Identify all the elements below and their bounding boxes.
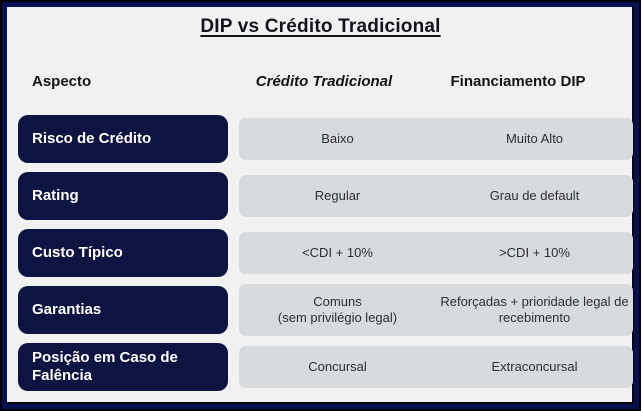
table-row: Posição em Caso de Falência Concursal Ex… (18, 343, 634, 391)
page-title-text: DIP vs Crédito Tradicional (200, 16, 441, 37)
traditional-cell: Regular (314, 187, 361, 203)
value-band: <CDI + 10% >CDI + 10% (239, 232, 633, 274)
value-band: Concursal Extraconcursal (239, 346, 633, 388)
aspect-pill: Risco de Crédito (18, 115, 228, 163)
dip-cell: Muito Alto (505, 130, 564, 146)
table-row: Garantias Comuns (sem privilégio legal) … (18, 284, 634, 336)
traditional-cell: Concursal (308, 358, 367, 374)
column-header-financiamento-dip: Financiamento DIP (450, 73, 586, 90)
column-header-credito-tradicional: Crédito Tradicional (255, 73, 393, 90)
traditional-cell: <CDI + 10% (302, 244, 373, 260)
value-band: Comuns (sem privilégio legal) Reforçadas… (239, 284, 633, 336)
table-row: Custo Típico <CDI + 10% >CDI + 10% (18, 229, 634, 277)
table-row: Rating Regular Grau de default (18, 172, 634, 220)
page-title: DIP vs Crédito Tradicional (7, 16, 634, 38)
traditional-cell: Baixo (321, 130, 354, 146)
dip-cell: Reforçadas + prioridade legal de recebim… (440, 293, 629, 325)
dip-cell: >CDI + 10% (499, 244, 570, 260)
table-row: Risco de Crédito Baixo Muito Alto (18, 115, 634, 163)
traditional-cell: Comuns (sem privilégio legal) (277, 293, 398, 325)
dip-cell: Extraconcursal (491, 358, 578, 374)
column-header-aspecto: Aspecto (32, 73, 92, 90)
dip-cell: Grau de default (489, 187, 580, 203)
aspect-pill: Rating (18, 172, 228, 220)
value-band: Baixo Muito Alto (239, 118, 633, 160)
aspect-pill: Garantias (18, 286, 228, 334)
aspect-pill: Custo Típico (18, 229, 228, 277)
aspect-pill: Posição em Caso de Falência (18, 343, 228, 391)
value-band: Regular Grau de default (239, 175, 633, 217)
